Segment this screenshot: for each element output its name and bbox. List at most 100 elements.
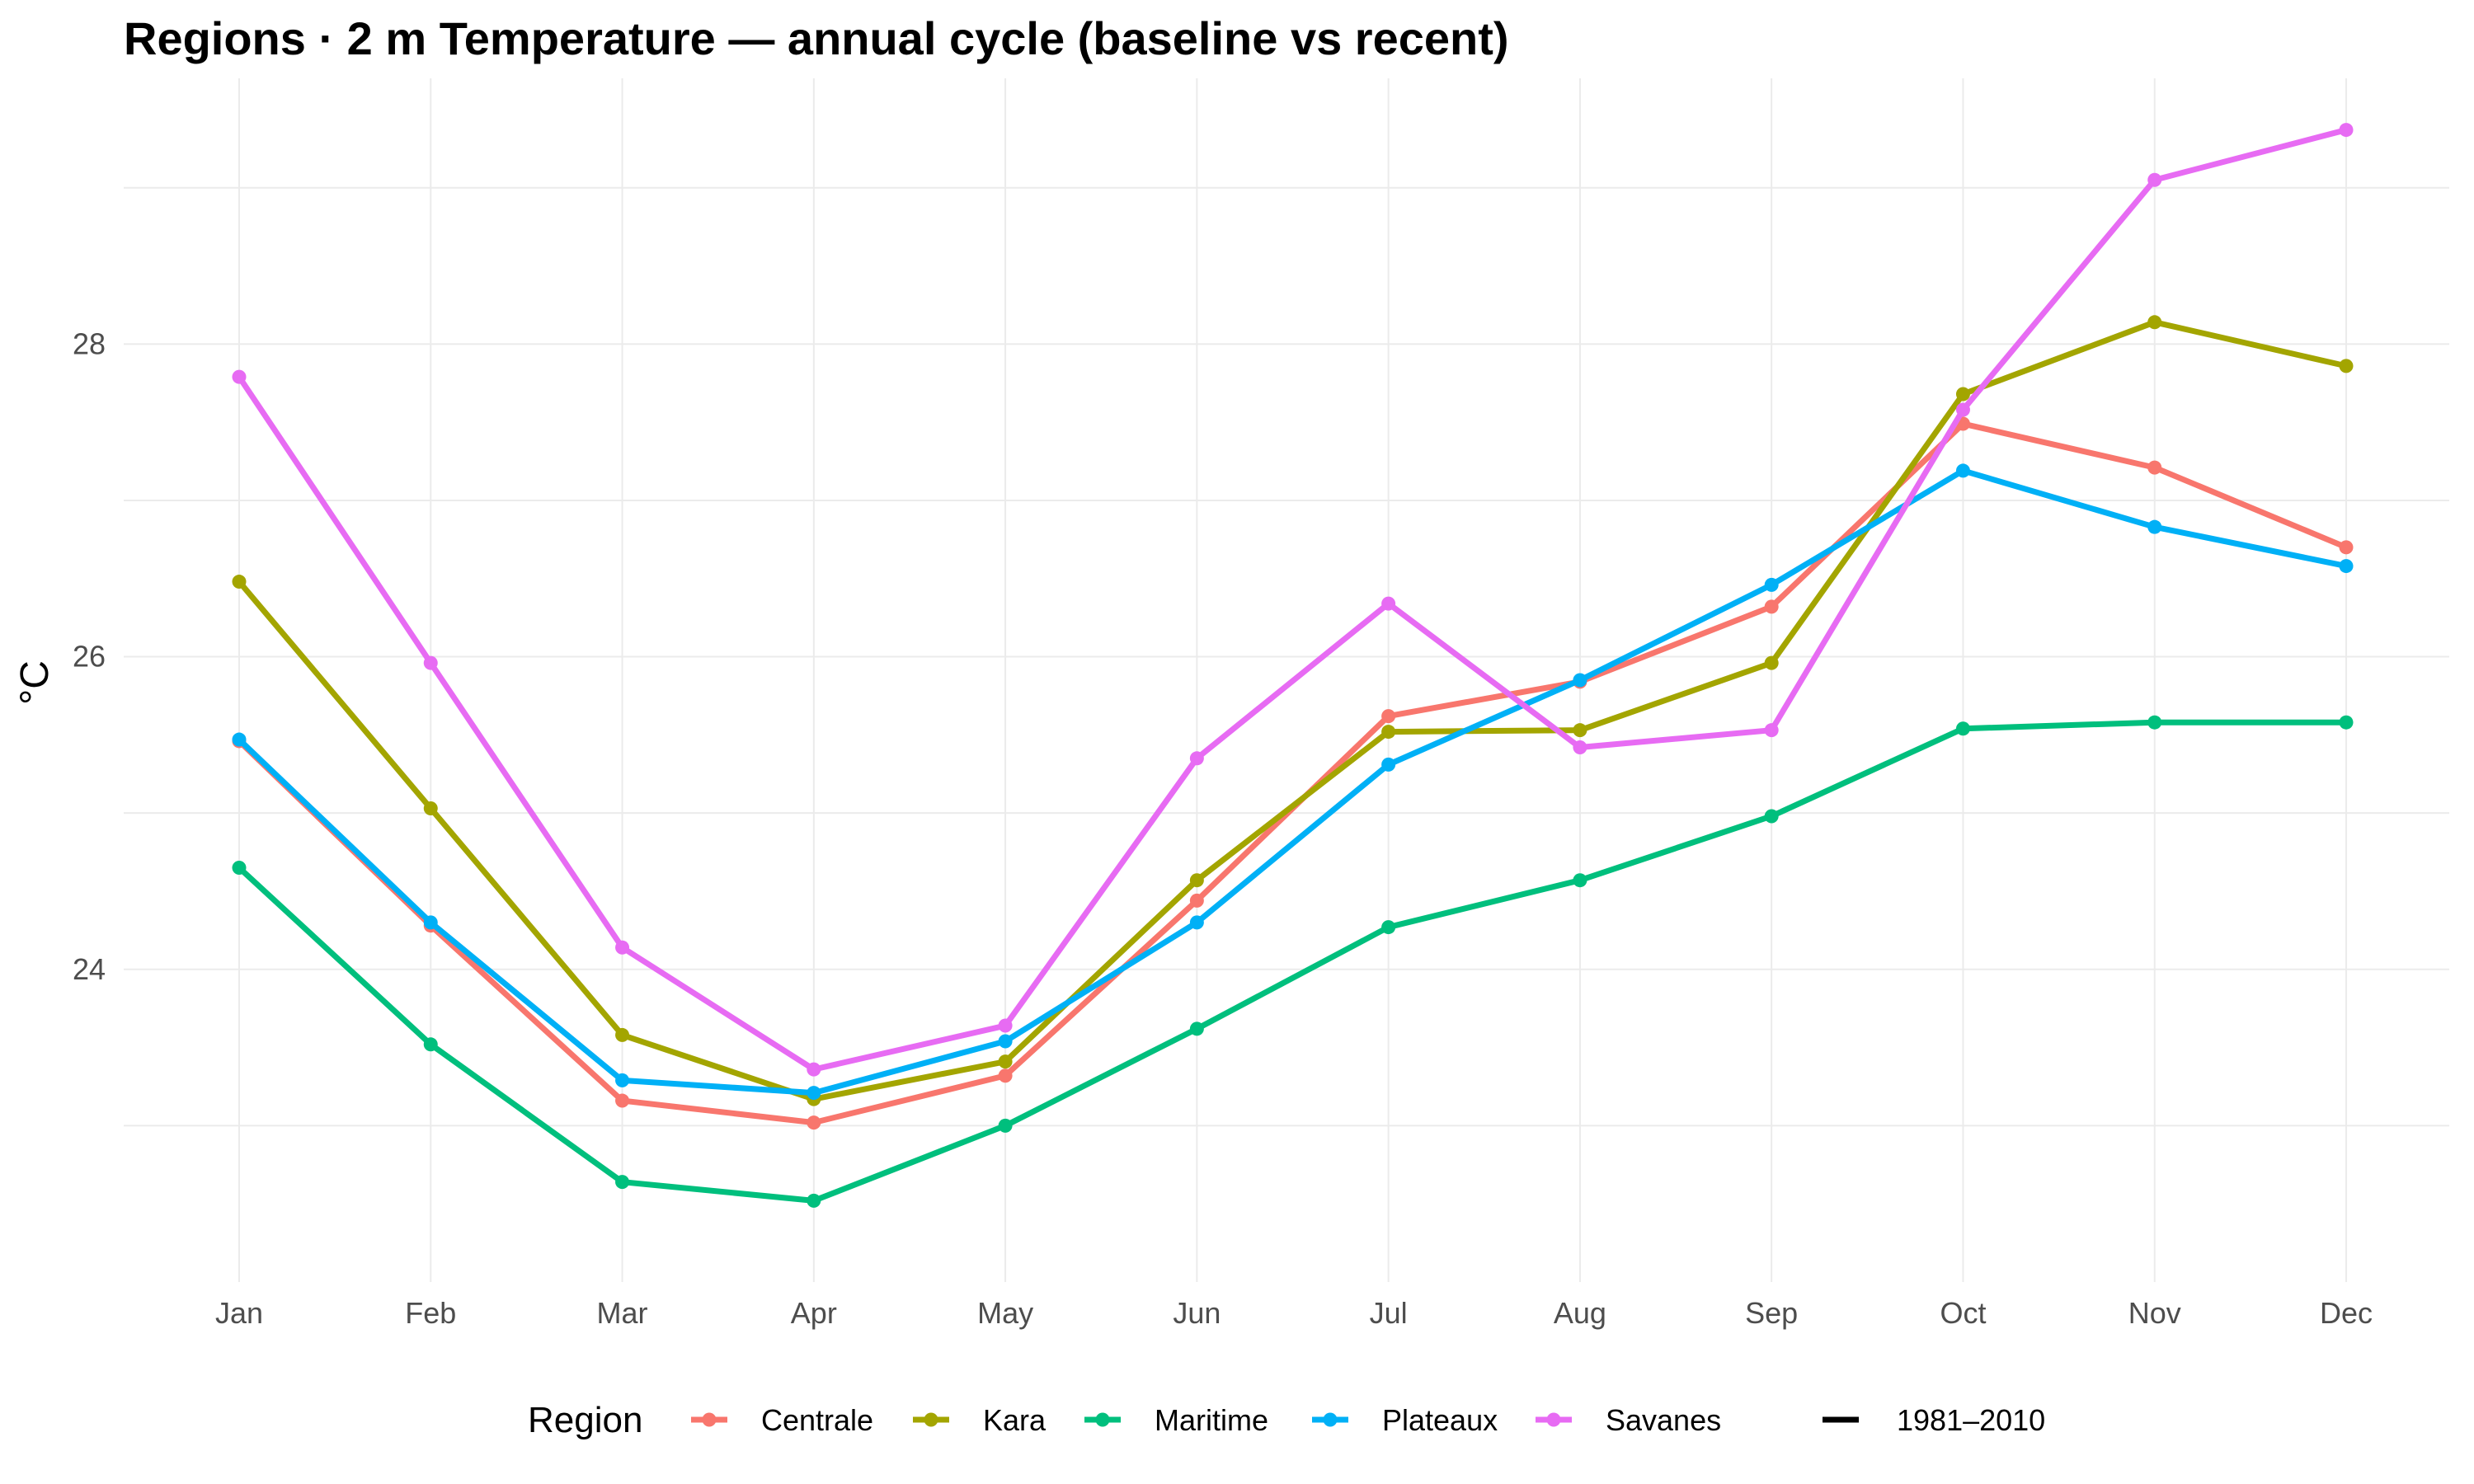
data-point-savanes <box>1764 723 1779 738</box>
data-point-maritime <box>2147 715 2162 730</box>
data-point-savanes <box>807 1062 821 1077</box>
data-point-centrale <box>998 1068 1013 1083</box>
legend: Region Centrale Kara Maritime Plateaux Savan… <box>528 1400 2045 1440</box>
data-point-savanes <box>423 655 438 670</box>
data-point-plateaux <box>1955 463 1970 478</box>
data-point-kara <box>1573 723 1587 738</box>
series-kara <box>232 315 2354 1106</box>
data-point-plateaux <box>2339 559 2354 574</box>
legend-item-plateaux: Plateaux <box>1312 1403 1498 1437</box>
data-point-plateaux <box>1764 577 1779 592</box>
legend-key-point-savanes <box>1546 1412 1561 1427</box>
data-point-savanes <box>2147 172 2162 187</box>
grid-layer <box>124 78 2449 1282</box>
data-point-kara <box>1955 387 1970 402</box>
data-point-maritime <box>2339 715 2354 730</box>
data-point-centrale <box>1189 893 1204 908</box>
data-point-savanes <box>2339 123 2354 138</box>
data-point-savanes <box>615 940 630 955</box>
series-line-plateaux <box>236 467 2349 1097</box>
data-point-centrale <box>2339 540 2354 555</box>
data-point-maritime <box>1764 809 1779 824</box>
series-line-kara <box>236 319 2349 1102</box>
chart-title: Regions · 2 m Temperature — annual cycle… <box>124 12 1509 64</box>
data-point-kara <box>2339 359 2354 373</box>
data-point-kara <box>423 801 438 815</box>
legend-title: Region <box>528 1400 642 1440</box>
x-tick-label: Mar <box>597 1296 648 1330</box>
data-point-maritime <box>1381 920 1396 935</box>
data-point-plateaux <box>232 732 247 747</box>
data-point-savanes <box>232 369 247 384</box>
data-point-kara <box>1764 655 1779 670</box>
x-tick-label: Aug <box>1554 1296 1606 1330</box>
x-tick-label: Apr <box>791 1296 837 1330</box>
x-tick-label: Dec <box>2320 1296 2373 1330</box>
x-tick-label: Nov <box>2128 1296 2181 1330</box>
legend-label-kara: Kara <box>983 1403 1047 1437</box>
data-point-savanes <box>1573 740 1587 755</box>
x-tick-label: Feb <box>405 1296 456 1330</box>
series-line-maritime <box>236 719 2349 1204</box>
data-point-maritime <box>998 1118 1013 1133</box>
y-tick-label: 26 <box>73 640 106 674</box>
legend-item-kara: Kara <box>913 1403 1047 1437</box>
series-savanes <box>232 123 2354 1077</box>
legend-label-savanes: Savanes <box>1606 1403 1721 1437</box>
legend-key-point-maritime <box>1095 1412 1110 1427</box>
series-plateaux <box>232 463 2354 1101</box>
y-tick-label: 28 <box>73 326 106 360</box>
data-point-maritime <box>1955 721 1970 736</box>
data-point-plateaux <box>1573 673 1587 688</box>
data-point-kara <box>615 1027 630 1042</box>
data-point-plateaux <box>1381 757 1396 772</box>
data-point-kara <box>1189 873 1204 888</box>
data-point-maritime <box>807 1193 821 1208</box>
legend-label-centrale: Centrale <box>761 1403 873 1437</box>
data-point-centrale <box>2147 460 2162 475</box>
data-point-centrale <box>615 1093 630 1108</box>
data-point-savanes <box>1381 596 1396 611</box>
legend-key-point-centrale <box>702 1412 717 1427</box>
series-layer <box>232 123 2354 1208</box>
legend-label-baseline: 1981–2010 <box>1897 1403 2045 1437</box>
legend-item-centrale: Centrale <box>691 1403 873 1437</box>
data-point-centrale <box>807 1115 821 1130</box>
data-point-maritime <box>1189 1021 1204 1036</box>
legend-label-maritime: Maritime <box>1155 1403 1268 1437</box>
legend-label-plateaux: Plateaux <box>1382 1403 1498 1437</box>
data-point-maritime <box>1573 873 1587 888</box>
data-point-maritime <box>232 861 247 876</box>
legend-item-savanes: Savanes <box>1536 1403 1721 1437</box>
data-point-plateaux <box>2147 519 2162 534</box>
y-tick-label: 24 <box>73 952 106 986</box>
data-point-plateaux <box>998 1034 1013 1049</box>
series-line-savanes <box>236 127 2349 1073</box>
legend-key-point-kara <box>924 1412 938 1427</box>
data-point-kara <box>1381 725 1396 740</box>
data-point-kara <box>232 575 247 589</box>
x-tick-label: Jun <box>1173 1296 1221 1330</box>
x-tick-label: Oct <box>1940 1296 1986 1330</box>
data-point-savanes <box>1955 402 1970 417</box>
data-point-maritime <box>615 1175 630 1190</box>
legend-item-baseline: 1981–2010 <box>1823 1403 2045 1437</box>
x-tick-label: Jan <box>215 1296 263 1330</box>
data-point-kara <box>2147 315 2162 330</box>
data-point-plateaux <box>423 915 438 930</box>
x-tick-label: May <box>977 1296 1033 1330</box>
series-maritime <box>232 715 2354 1208</box>
data-point-savanes <box>1189 751 1204 766</box>
axis-layer: 24 26 28 Jan Feb Mar Apr May Jun Jul Aug Sep Oct Nov D… <box>73 326 2373 1330</box>
data-point-maritime <box>423 1037 438 1052</box>
data-point-savanes <box>998 1018 1013 1033</box>
data-point-plateaux <box>1189 915 1204 930</box>
data-point-plateaux <box>807 1086 821 1101</box>
y-axis-label: °C <box>13 660 57 705</box>
data-point-kara <box>998 1054 1013 1069</box>
x-tick-label: Sep <box>1745 1296 1798 1330</box>
legend-item-maritime: Maritime <box>1084 1403 1268 1437</box>
series-line-centrale <box>236 420 2349 1126</box>
